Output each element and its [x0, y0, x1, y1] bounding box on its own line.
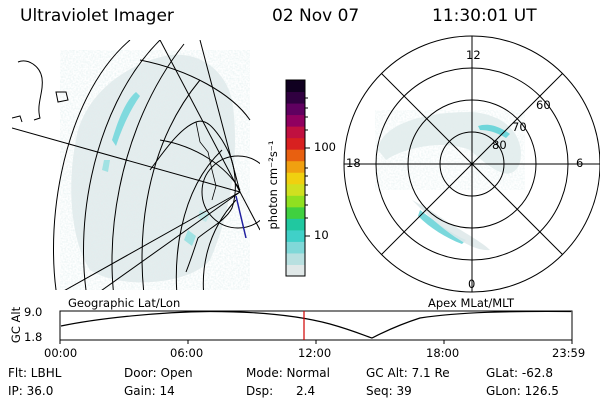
colorbar-segment [286, 264, 305, 277]
mlat-label-70: 70 [512, 120, 527, 134]
status-door: Door: Open [124, 366, 193, 380]
colorbar-segment [286, 126, 305, 139]
colorbar-segment [286, 195, 305, 208]
altitude-y-tick-min: 1.8 [24, 330, 43, 344]
colorbar-segment [286, 160, 305, 173]
colorbar [285, 79, 306, 277]
colorbar-segment [286, 103, 305, 116]
colorbar-segment [286, 172, 305, 185]
colorbar-segment [286, 183, 305, 196]
aurora-arc [112, 92, 140, 146]
polar-panel-label: Apex MLat/MLT [428, 296, 515, 310]
status-gain: Gain: 14 [124, 384, 175, 398]
colorbar-segment [286, 229, 305, 242]
altitude-curve [60, 310, 572, 339]
mlt-label-12: 12 [466, 48, 481, 62]
geo-panel-label: Geographic Lat/Lon [68, 296, 181, 310]
instrument-title: Ultraviolet Imager [20, 6, 174, 26]
colorbar-segment [286, 206, 305, 219]
altitude-plot [59, 310, 573, 344]
colorbar-unit-label: photon cm⁻²s⁻¹ [266, 140, 280, 230]
colorbar-tick-10: 10 [314, 228, 329, 242]
colorbar-ticks [305, 97, 310, 237]
colorbar-segment [286, 149, 305, 162]
x-tick-1200: 12:00 [298, 346, 332, 360]
mlt-label-0: 0 [468, 277, 476, 291]
status-seq: Seq: 39 [366, 384, 412, 398]
colorbar-segment [286, 252, 305, 265]
mlat-label-60: 60 [536, 98, 551, 112]
colorbar-segment [286, 114, 305, 127]
colorbar-segment [286, 91, 305, 104]
terminator-line [235, 195, 247, 239]
lat-lon-grid [12, 40, 260, 290]
altitude-y-label: GC Alt [9, 306, 24, 344]
x-tick-2359: 23:59 [552, 346, 586, 360]
status-dsp-label: Dsp: [246, 384, 274, 398]
status-gc-alt: GC Alt: 7.1 Re [366, 366, 450, 380]
status-glat: GLat: -62.8 [486, 366, 553, 380]
colorbar-segment [286, 241, 305, 254]
status-dsp-value: 2.4 [296, 384, 316, 398]
colorbar-segment [286, 80, 305, 93]
mlat-label-80: 80 [492, 138, 507, 152]
status-filter: Flt: LBHL [8, 366, 62, 380]
colorbar-segment [286, 137, 305, 150]
geographic-map [12, 40, 260, 290]
x-tick-0000: 00:00 [44, 346, 78, 360]
x-tick-1800: 18:00 [426, 346, 460, 360]
status-glon: GLon: 126.5 [486, 384, 559, 398]
colorbar-frame [285, 79, 306, 277]
colorbar-tick-100: 100 [314, 140, 336, 154]
mlt-label-18: 18 [346, 156, 361, 170]
status-mode: Mode: Normal [246, 366, 330, 380]
altitude-y-tick-max: 9.0 [24, 305, 43, 319]
time-label: 11:30:01 UT [432, 6, 537, 26]
mlt-label-6: 6 [576, 156, 584, 170]
status-ip: IP: 36.0 [8, 384, 54, 398]
date-label: 02 Nov 07 [272, 6, 360, 26]
x-tick-0600: 06:00 [170, 346, 204, 360]
colorbar-segment [286, 218, 305, 231]
polar-plot [343, 35, 600, 293]
